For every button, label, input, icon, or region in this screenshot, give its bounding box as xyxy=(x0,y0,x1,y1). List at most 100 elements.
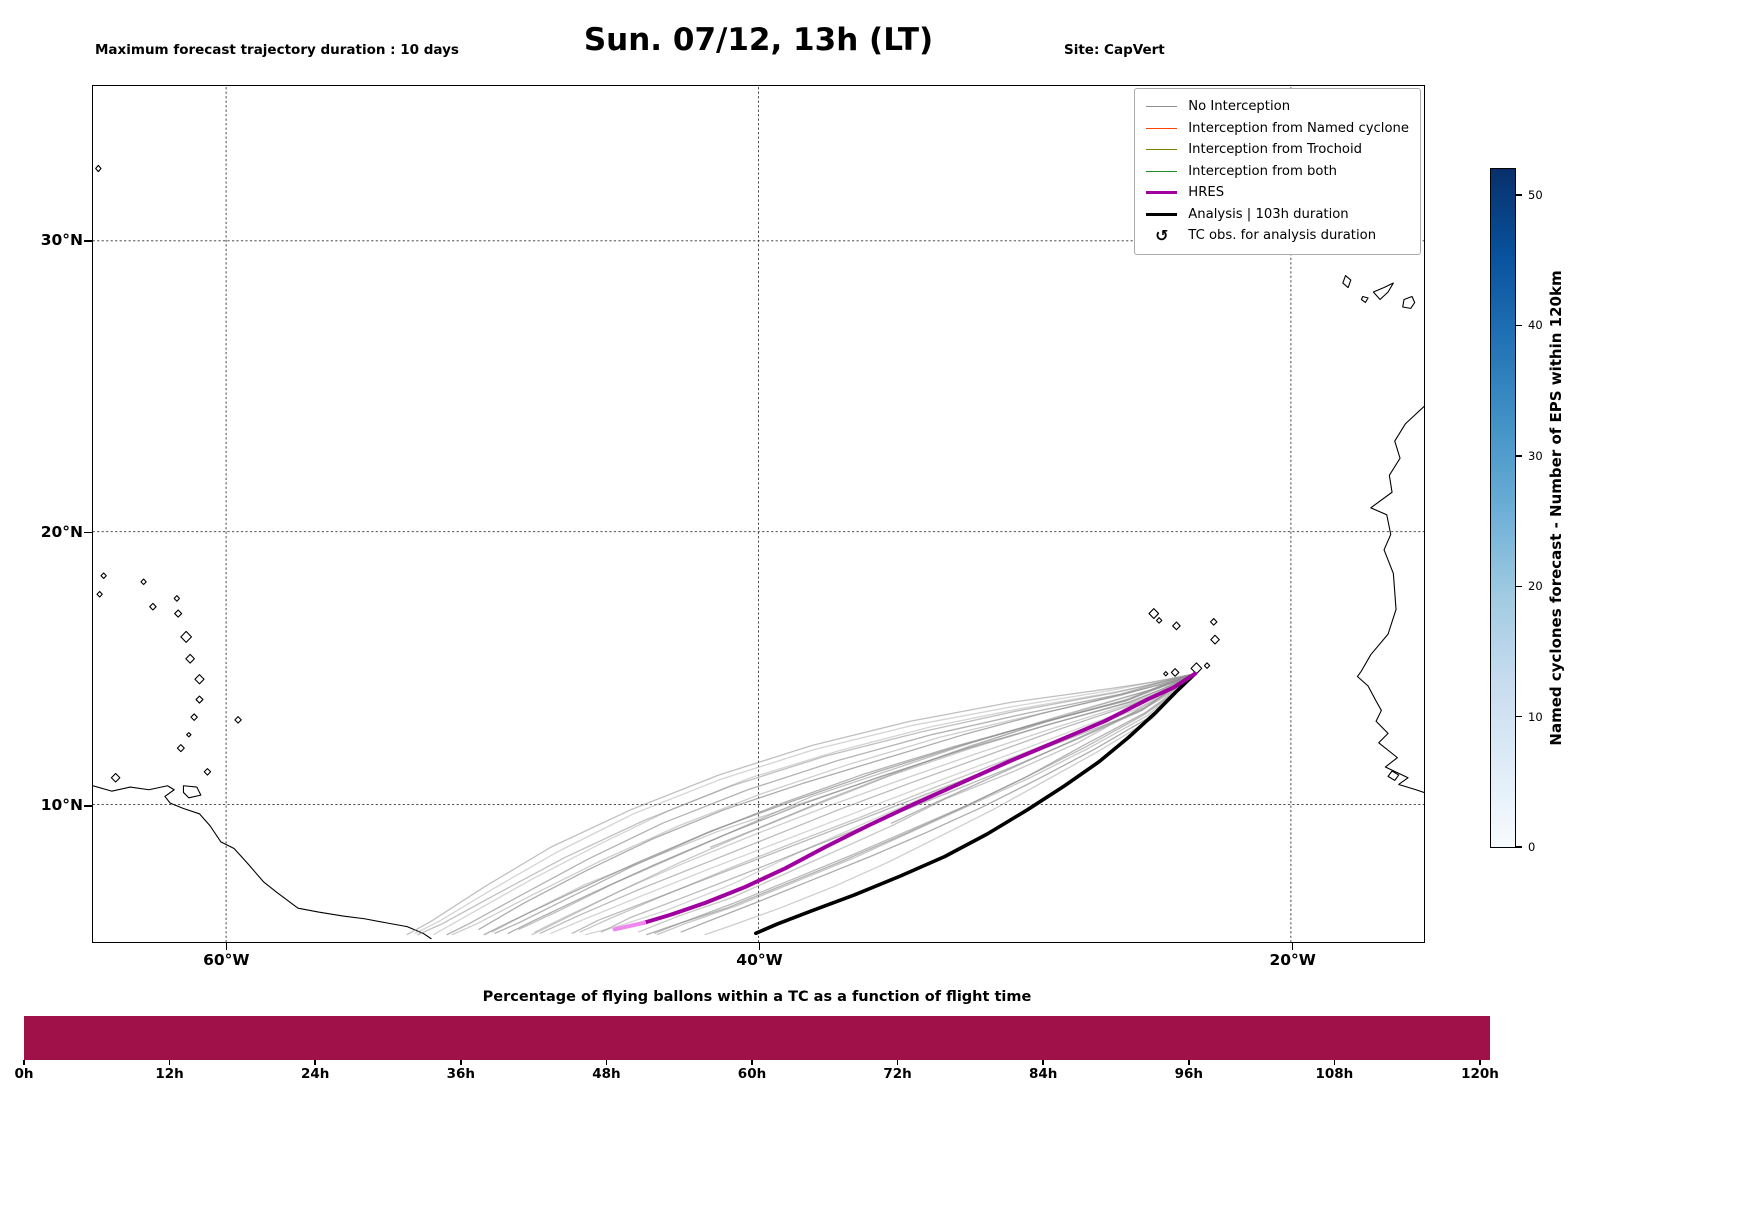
eps-member-trajectory xyxy=(638,673,1196,933)
island-st-vincent xyxy=(190,713,198,721)
y-axis-tick-label: 20°N xyxy=(40,522,83,541)
island-sao-vicente xyxy=(1155,617,1163,624)
flight-time-tick-mark xyxy=(314,1060,316,1065)
legend-line-swatch xyxy=(1146,170,1178,172)
legend-item-label: Interception from Named cyclone xyxy=(1188,120,1409,136)
coastline-south-america xyxy=(93,785,432,940)
island-tobago xyxy=(203,768,212,776)
flight-time-tick-label: 0h xyxy=(14,1066,34,1082)
flight-time-tick-label: 72h xyxy=(883,1066,912,1082)
colorbar-tick-label: 50 xyxy=(1528,188,1543,203)
island-st-croix xyxy=(96,590,103,598)
flight-time-tick-mark xyxy=(896,1060,899,1065)
hres-trajectory-tip xyxy=(612,920,647,932)
island-boa-vista xyxy=(1210,634,1220,645)
flight-time-tick-mark xyxy=(460,1060,462,1065)
flight-time-tick-label: 84h xyxy=(1028,1066,1058,1082)
colorbar-tick-mark xyxy=(1516,194,1522,196)
trajectory-map: 30°N 20°N 10°N 60°W 40°W 20°W No Interception… xyxy=(41,85,1425,969)
tc-obs-symbol-icon: ↺ xyxy=(1155,226,1169,246)
colorbar-tick-mark xyxy=(1516,846,1522,848)
map-axis-ticks: 30°N 20°N 10°N 60°W 40°W 20°W xyxy=(41,86,1424,969)
y-axis-tick-mark xyxy=(84,531,92,534)
island-maio xyxy=(1203,662,1211,669)
y-axis-tick-label: 30°N xyxy=(40,231,83,250)
flight-chart-title: Percentage of flying ballons within a TC… xyxy=(482,989,1032,1005)
y-axis-tick-label: 10°N xyxy=(40,796,83,815)
eps-member-trajectory xyxy=(656,673,1196,936)
coastline-west-africa xyxy=(1356,406,1424,793)
island-dominica xyxy=(185,653,195,664)
colorbar: 0 10 20 30 40 50 xyxy=(1490,168,1543,854)
legend-line-swatch xyxy=(1146,149,1178,151)
coastline-canary-gran-canaria xyxy=(1402,295,1416,309)
island-brava xyxy=(1163,671,1169,677)
legend-item-label: No Interception xyxy=(1188,99,1291,115)
colorbar-tick-label: 10 xyxy=(1528,709,1543,724)
x-axis-tick-label: 40°W xyxy=(736,951,783,969)
flight-chart: 0h 12h 24h 36h 48h 60h 72h 84h 96h 108h 120h xyxy=(14,1016,1499,1082)
island-bermuda xyxy=(95,164,102,173)
flight-time-tick-mark xyxy=(1333,1060,1336,1065)
eps-member-trajectory xyxy=(414,673,1196,934)
eps-member-trajectory xyxy=(654,673,1196,934)
colorbar-tick-mark xyxy=(1516,455,1522,457)
island-fogo xyxy=(1170,668,1180,677)
flight-time-tick-label: 36h xyxy=(446,1066,475,1082)
flight-time-tick-label: 96h xyxy=(1174,1066,1203,1082)
flight-chart-axis-ticks: 0h 12h 24h 36h 48h 60h 72h 84h 96h 108h 120h xyxy=(14,1016,1499,1082)
figure-title: Sun. 07/12, 13h (LT) xyxy=(583,22,934,58)
colorbar-tick-label: 40 xyxy=(1528,318,1543,333)
coastline-canary-gomera xyxy=(1360,295,1369,304)
eps-member-trajectory xyxy=(646,673,1196,936)
x-axis-tick-label: 60°W xyxy=(203,951,250,969)
param-line-duration: Maximum forecast trajectory duration : 1… xyxy=(95,42,459,59)
island-santo-antao xyxy=(1148,608,1160,620)
x-axis-tick-mark xyxy=(1291,942,1294,950)
legend-item: HRES xyxy=(1146,182,1409,204)
island-martinique xyxy=(194,674,205,685)
legend-item-label: Analysis | 103h duration xyxy=(1188,206,1349,222)
legend-item: Interception from Named cyclone xyxy=(1146,118,1409,140)
flight-time-tick-mark xyxy=(1479,1060,1481,1065)
flight-time-tick-label: 60h xyxy=(737,1066,767,1082)
flight-time-tick-label: 48h xyxy=(592,1066,621,1082)
flight-time-tick-label: 24h xyxy=(300,1066,330,1082)
island-margarita xyxy=(110,772,121,783)
legend-item-label: Interception from both xyxy=(1188,163,1337,179)
island-grenadines xyxy=(186,732,192,738)
colorbar-label: Named cyclones forecast - Number of EPS … xyxy=(1547,270,1565,746)
legend-item: ↺ TC obs. for analysis duration xyxy=(1146,225,1409,247)
coastline-canary-tenerife xyxy=(1372,282,1394,301)
colorbar-tick-mark xyxy=(1516,585,1522,587)
colorbar-gradient xyxy=(1491,169,1515,847)
legend-item-label: Interception from Trochoid xyxy=(1188,142,1363,158)
run-info-site: Site: CapVert xyxy=(1064,42,1165,59)
eps-member-trajectory xyxy=(451,673,1196,936)
island-antigua xyxy=(174,609,183,618)
flight-time-tick-mark xyxy=(751,1060,753,1065)
legend-item-label: TC obs. for analysis duration xyxy=(1188,228,1377,244)
island-guadeloupe xyxy=(180,630,193,643)
coastline-bijagos xyxy=(1387,770,1400,781)
map-legend: No Interception Interception from Named c… xyxy=(1134,88,1421,255)
flight-chart-bar xyxy=(24,1016,1490,1060)
eps-member-trajectory xyxy=(494,673,1196,934)
eps-member-trajectory xyxy=(579,673,1196,933)
island-barbados xyxy=(234,716,242,724)
eps-member-trajectory xyxy=(478,673,1196,930)
legend-item: Analysis | 103h duration xyxy=(1146,204,1409,226)
eps-member-trajectory xyxy=(446,673,1196,936)
island-st-lucia xyxy=(195,695,204,704)
island-anguilla xyxy=(140,578,147,586)
eps-member-trajectory xyxy=(417,673,1196,936)
flight-time-tick-mark xyxy=(23,1060,25,1065)
coastline-trinidad xyxy=(182,785,202,799)
x-axis-tick-mark xyxy=(758,942,761,950)
hres-trajectory xyxy=(642,671,1198,925)
eps-member-trajectory xyxy=(534,673,1196,933)
analysis-trajectory xyxy=(754,671,1197,936)
flight-time-tick-mark xyxy=(605,1060,608,1065)
island-grenada xyxy=(176,744,185,753)
